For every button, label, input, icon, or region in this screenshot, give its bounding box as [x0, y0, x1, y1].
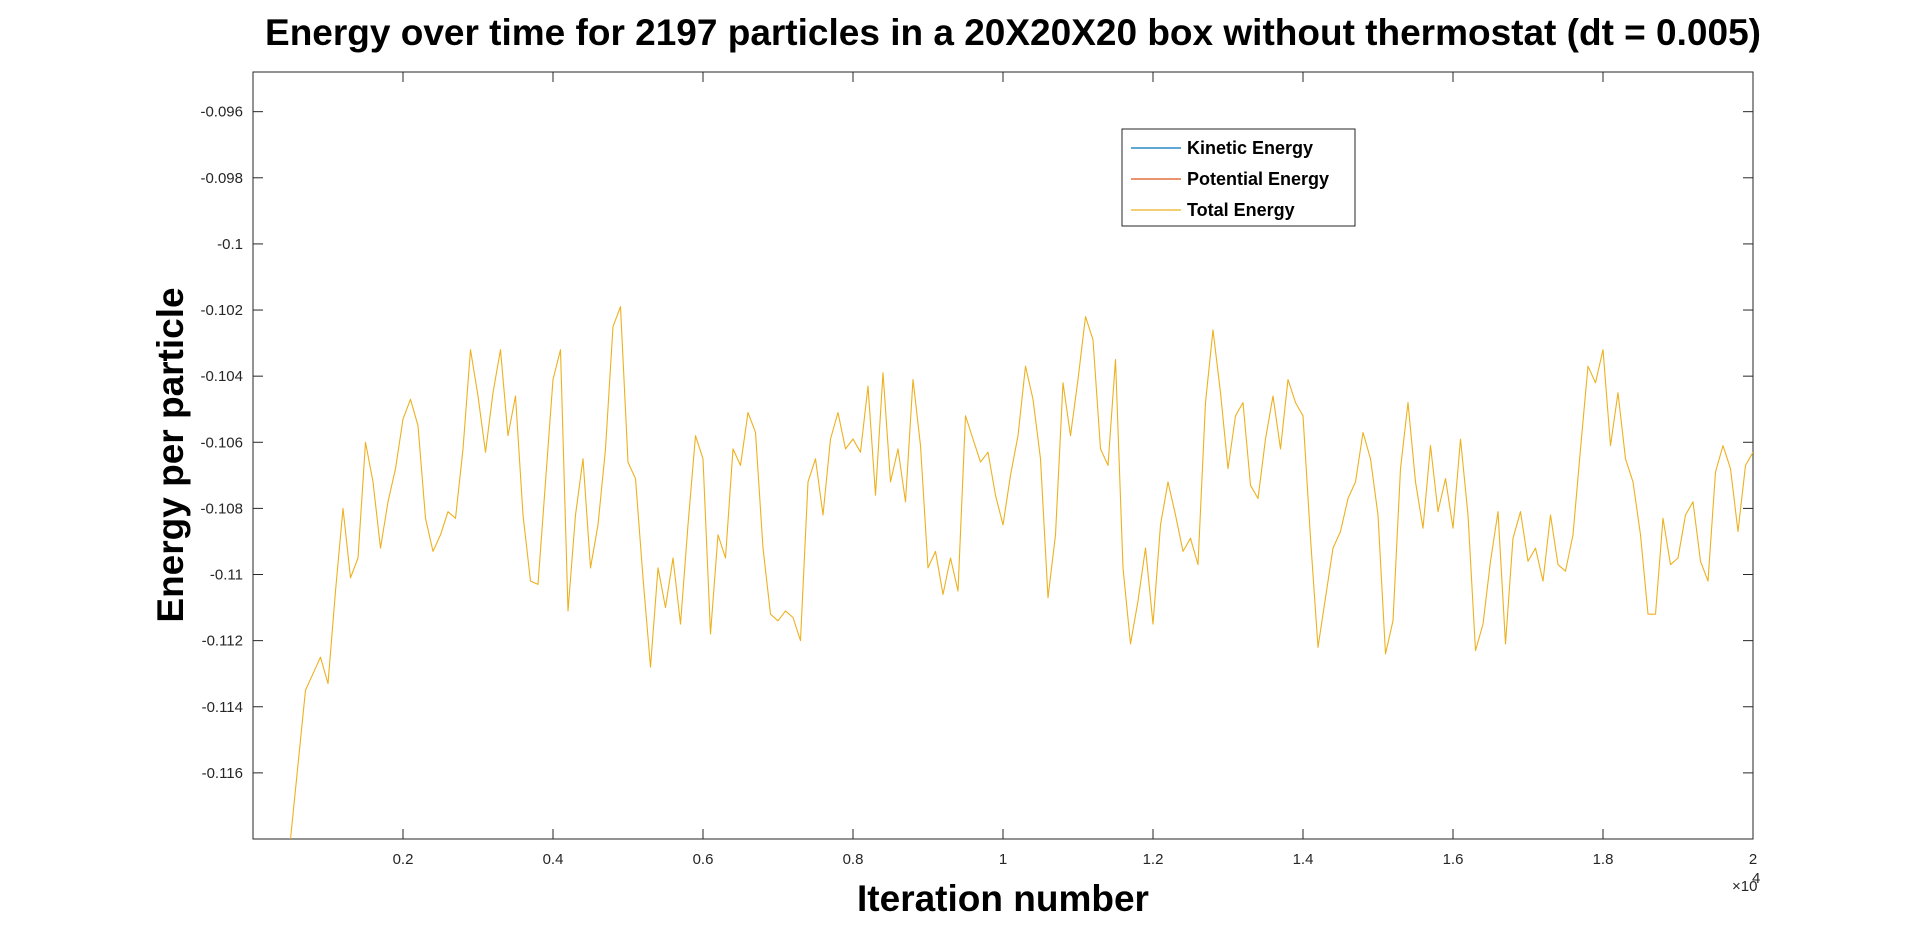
- x-tick-label: 1.6: [1443, 851, 1464, 868]
- x-tick-label: 0.2: [393, 851, 414, 868]
- x-tick-label: 0.6: [693, 851, 714, 868]
- x-exponent-power: 4: [1752, 870, 1760, 887]
- series-layer: [289, 306, 1753, 839]
- x-tick-label: 0.4: [543, 851, 564, 868]
- legend: Kinetic Energy Potential Energy Total Ener…: [1121, 128, 1356, 227]
- y-tick-label: -0.112: [202, 633, 243, 650]
- legend-label-total-energy: Total Energy: [1187, 200, 1295, 220]
- x-tick-label: 0.8: [843, 851, 864, 868]
- y-tick-label: -0.108: [200, 500, 243, 517]
- x-axis-label: Iteration number: [857, 878, 1149, 919]
- y-tick-label: -0.116: [202, 765, 243, 782]
- y-axis-label: Energy per particle: [150, 287, 191, 622]
- y-tick-label: -0.11: [210, 567, 243, 584]
- y-axis: -0.116 -0.114 -0.112 -0.11 -0.108 -0.106 -0.10…: [200, 104, 1753, 782]
- legend-label-potential-energy: Potential Energy: [1187, 169, 1329, 189]
- x-tick-label: 1.2: [1143, 851, 1164, 868]
- y-tick-label: -0.098: [200, 170, 243, 187]
- y-tick-label: -0.1: [217, 236, 243, 253]
- x-tick-label: 1.8: [1593, 851, 1614, 868]
- x-exponent-multiplier: ×10: [1732, 878, 1757, 895]
- legend-label-kinetic-energy: Kinetic Energy: [1187, 138, 1313, 158]
- y-tick-label: -0.102: [200, 302, 243, 319]
- y-tick-label: -0.106: [200, 434, 243, 451]
- x-tick-label: 1: [999, 851, 1007, 868]
- y-tick-label: -0.114: [202, 699, 243, 716]
- x-tick-label: 1.4: [1293, 851, 1314, 868]
- x-axis: 0.2 0.4 0.6 0.8 1 1.2 1.4 1.6 1.8 2: [393, 72, 1757, 868]
- chart-title: Energy over time for 2197 particles in a…: [265, 12, 1761, 53]
- y-tick-label: -0.104: [200, 368, 243, 385]
- plot-area: [252, 71, 1754, 840]
- y-tick-label: -0.096: [200, 104, 243, 121]
- series-line-total-energy: [289, 306, 1753, 839]
- x-tick-label: 2: [1749, 851, 1757, 868]
